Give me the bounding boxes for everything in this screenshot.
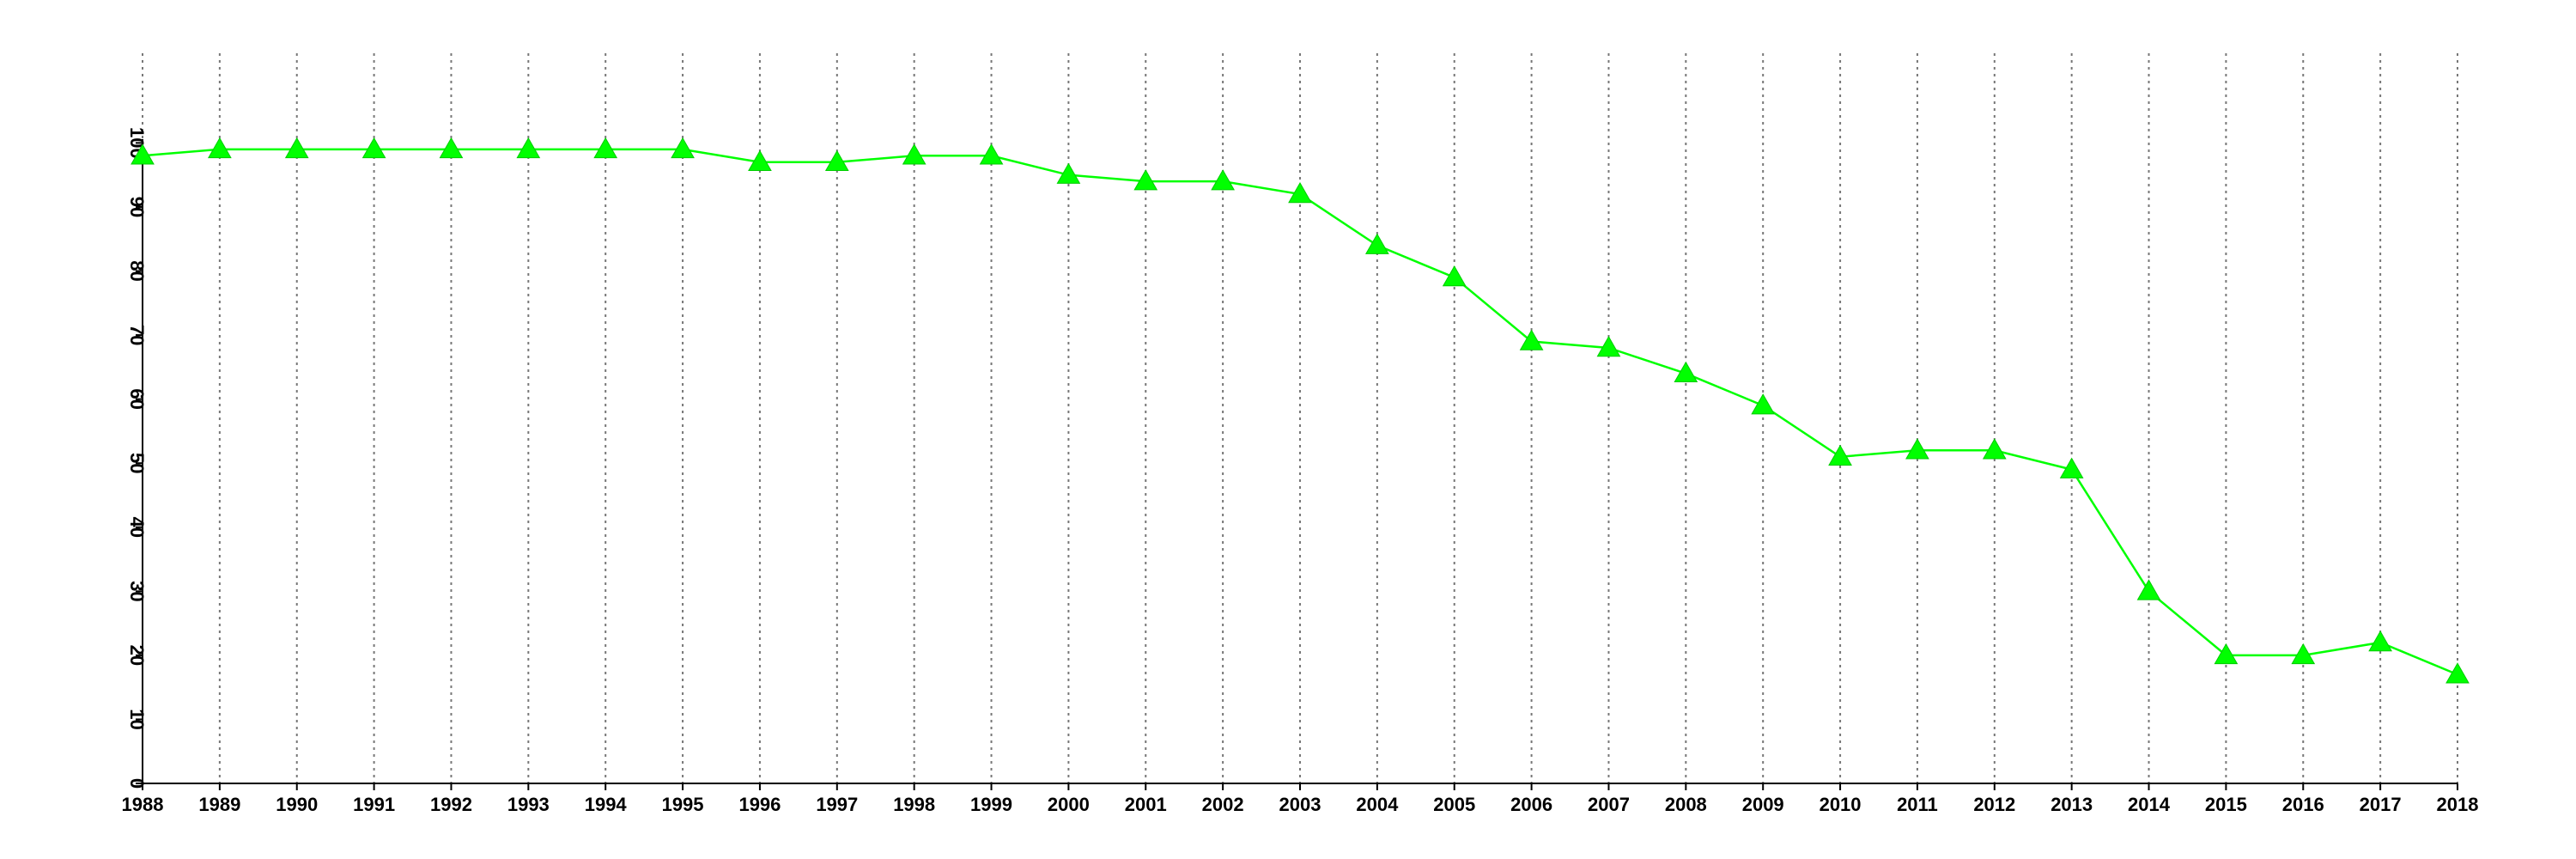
x-tick-label: 2008 — [1665, 794, 1707, 815]
marker — [1905, 438, 1929, 460]
x-tick-label: 2005 — [1433, 794, 1475, 815]
marker — [2136, 579, 2161, 600]
marker — [2445, 662, 2470, 684]
x-tick-label: 2000 — [1048, 794, 1090, 815]
marker — [1674, 361, 1698, 383]
y-tick-label: 30 — [126, 581, 148, 601]
marker — [2214, 643, 2239, 665]
marker — [1596, 335, 1621, 357]
marker — [208, 137, 232, 159]
x-tick-label: 2018 — [2437, 794, 2479, 815]
x-tick-label: 1989 — [198, 794, 240, 815]
y-tick-label: 70 — [126, 325, 148, 345]
x-tick-label: 2012 — [1973, 794, 2015, 815]
x-tick-label: 2011 — [1897, 794, 1938, 815]
marker — [1519, 329, 1544, 350]
marker — [1751, 393, 1776, 415]
marker — [1056, 162, 1081, 184]
marker — [979, 143, 1004, 165]
marker — [516, 137, 541, 159]
marker — [2059, 457, 2084, 478]
y-tick-label: 80 — [126, 260, 148, 281]
x-tick-label: 1999 — [970, 794, 1012, 815]
marker — [1211, 169, 1235, 191]
y-tick-label: 60 — [126, 388, 148, 409]
x-tick-label: 2007 — [1588, 794, 1630, 815]
x-tick-label: 2004 — [1356, 794, 1399, 815]
marker — [1365, 233, 1389, 254]
marker — [131, 143, 155, 165]
x-tick-label: 1991 — [353, 794, 395, 815]
x-tick-label: 2003 — [1279, 794, 1321, 815]
x-tick-label: 1988 — [122, 794, 164, 815]
x-tick-label: 2015 — [2205, 794, 2247, 815]
x-tick-label: 1990 — [276, 794, 318, 815]
marker — [593, 137, 618, 159]
y-tick-label: 40 — [126, 517, 148, 538]
x-tick-label: 1992 — [430, 794, 472, 815]
marker — [361, 137, 386, 159]
x-tick-label: 2014 — [2128, 794, 2171, 815]
x-tick-label: 1995 — [662, 794, 704, 815]
x-tick-label: 2006 — [1510, 794, 1552, 815]
x-tick-label: 2017 — [2360, 794, 2402, 815]
x-tick-label: 1993 — [507, 794, 550, 815]
x-tick-label: 2001 — [1125, 794, 1167, 815]
marker — [1828, 444, 1852, 466]
marker — [2368, 630, 2392, 652]
marker — [1982, 438, 2007, 460]
marker — [902, 143, 927, 165]
marker — [1288, 182, 1312, 204]
marker — [671, 137, 695, 159]
marker — [748, 149, 772, 172]
x-tick-label: 2013 — [2050, 794, 2093, 815]
x-tick-label: 1996 — [738, 794, 781, 815]
x-tick-label: 1998 — [893, 794, 935, 815]
marker — [1133, 169, 1158, 191]
x-tick-label: 2002 — [1202, 794, 1244, 815]
marker — [824, 149, 849, 172]
y-tick-label: 90 — [126, 197, 148, 217]
y-tick-label: 50 — [126, 453, 148, 473]
marker — [1442, 265, 1467, 287]
x-tick-label: 2010 — [1820, 794, 1862, 815]
y-tick-label: 20 — [126, 645, 148, 666]
marker — [2291, 643, 2316, 665]
marker — [439, 137, 464, 159]
x-tick-label: 1994 — [585, 794, 628, 815]
marker — [284, 137, 309, 159]
y-tick-label: 10 — [126, 709, 148, 729]
x-tick-label: 2009 — [1742, 794, 1784, 815]
x-tick-label: 1997 — [816, 794, 858, 815]
x-tick-label: 2016 — [2282, 794, 2324, 815]
